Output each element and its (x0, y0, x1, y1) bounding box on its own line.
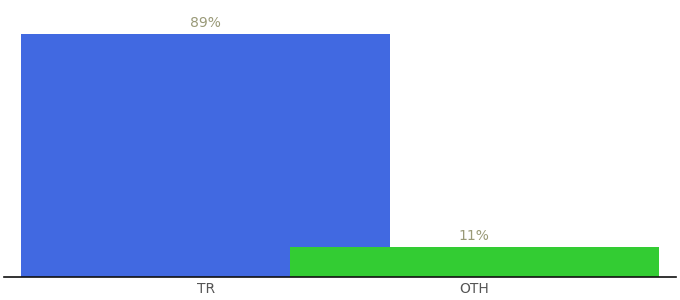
Bar (290, 247, 659, 277)
Text: 89%: 89% (190, 16, 221, 30)
Bar (21, 34, 390, 277)
Text: 11%: 11% (459, 229, 490, 243)
